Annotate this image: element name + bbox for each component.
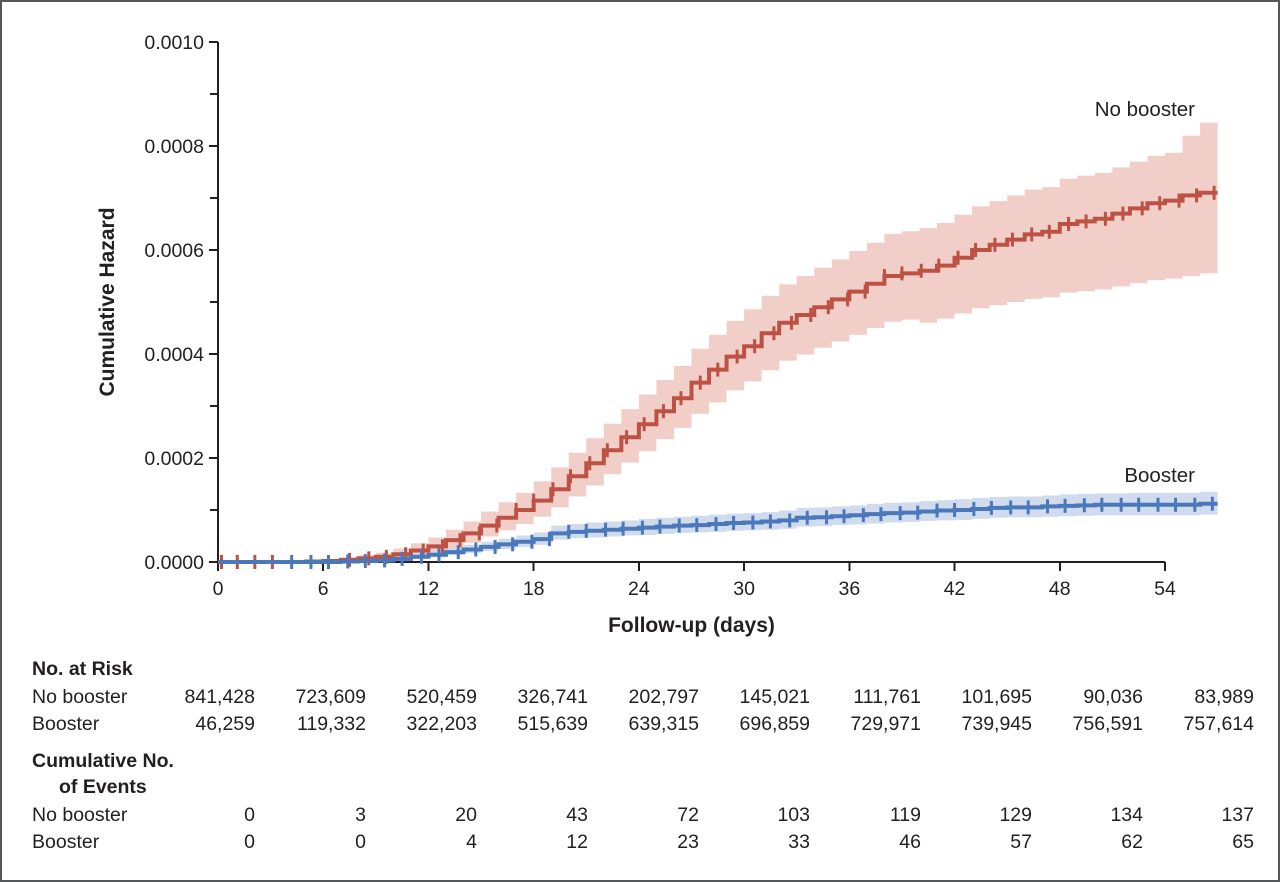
at-risk-value: 46,259 xyxy=(195,713,255,735)
events-value: 4 xyxy=(466,831,477,853)
svg-text:0: 0 xyxy=(213,578,224,600)
risk-table-header: No. at Risk xyxy=(32,658,133,680)
curve-no-booster xyxy=(218,190,1218,564)
svg-text:6: 6 xyxy=(318,578,329,600)
svg-text:0.0006: 0.0006 xyxy=(144,240,204,262)
x-axis-title: Follow-up (days) xyxy=(608,614,775,637)
at-risk-row-label: Booster xyxy=(32,713,100,735)
at-risk-value: 757,614 xyxy=(1183,713,1255,735)
events-value: 62 xyxy=(1121,831,1143,853)
events-value: 3 xyxy=(355,804,366,826)
events-value: 0 xyxy=(244,804,255,826)
censor-marks-booster xyxy=(290,496,1214,569)
svg-text:48: 48 xyxy=(1049,578,1071,600)
at-risk-value: 723,609 xyxy=(295,686,367,708)
events-value: 46 xyxy=(899,831,921,853)
events-row-label: No booster xyxy=(32,804,128,826)
events-value: 129 xyxy=(999,804,1032,826)
events-value: 0 xyxy=(244,831,255,853)
at-risk-value: 756,591 xyxy=(1072,713,1144,735)
svg-text:12: 12 xyxy=(418,578,440,600)
at-risk-value: 729,971 xyxy=(850,713,922,735)
at-risk-value: 326,741 xyxy=(517,686,589,708)
censor-marks-no-booster xyxy=(220,185,1216,569)
events-value: 23 xyxy=(677,831,699,853)
at-risk-value: 322,203 xyxy=(406,713,478,735)
at-risk-value: 90,036 xyxy=(1083,686,1143,708)
at-risk-value: 696,859 xyxy=(739,713,811,735)
at-risk-value: 119,332 xyxy=(296,713,366,735)
series-label-booster: Booster xyxy=(1124,464,1195,487)
at-risk-value: 515,639 xyxy=(517,713,589,735)
svg-text:0.0008: 0.0008 xyxy=(144,136,204,158)
at-risk-value: 639,315 xyxy=(628,713,700,735)
at-risk-row-label: No booster xyxy=(32,686,128,708)
svg-text:0.0002: 0.0002 xyxy=(144,448,204,470)
events-row-label: Booster xyxy=(32,831,100,853)
events-value: 43 xyxy=(566,804,588,826)
svg-text:18: 18 xyxy=(523,578,545,600)
events-value: 12 xyxy=(566,831,588,853)
series-label-no-booster: No booster xyxy=(1095,98,1195,121)
events-value: 137 xyxy=(1221,804,1254,826)
events-value: 20 xyxy=(455,804,477,826)
at-risk-value: 841,428 xyxy=(184,686,256,708)
events-value: 103 xyxy=(777,804,810,826)
at-risk-value: 111,761 xyxy=(853,686,921,708)
events-value: 0 xyxy=(355,831,366,853)
svg-text:42: 42 xyxy=(944,578,966,600)
events-value: 72 xyxy=(677,804,699,826)
tick-labels: 0.0000 0.0002 0.0004 0.0006 0.0008 0.0010 0 6 12… xyxy=(144,32,1176,600)
events-header-line2: of Events xyxy=(59,776,147,798)
events-value: 65 xyxy=(1232,831,1254,853)
band-no-booster xyxy=(218,122,1218,562)
svg-text:0.0010: 0.0010 xyxy=(144,32,204,54)
at-risk-value: 101,695 xyxy=(961,686,1033,708)
svg-text:0.0000: 0.0000 xyxy=(144,552,204,574)
at-risk-value: 145,021 xyxy=(739,686,811,708)
events-value: 134 xyxy=(1110,804,1143,826)
svg-text:36: 36 xyxy=(838,578,860,600)
events-value: 57 xyxy=(1010,831,1032,853)
svg-text:54: 54 xyxy=(1154,578,1176,600)
events-header-line1: Cumulative No. xyxy=(32,750,174,772)
svg-text:24: 24 xyxy=(628,578,650,600)
events-value: 33 xyxy=(788,831,810,853)
y-axis-title: Cumulative Hazard xyxy=(96,207,119,396)
at-risk-value: 202,797 xyxy=(628,686,700,708)
at-risk-value: 520,459 xyxy=(406,686,478,708)
at-risk-value: 83,989 xyxy=(1194,686,1254,708)
svg-text:30: 30 xyxy=(733,578,755,600)
svg-text:0.0004: 0.0004 xyxy=(144,344,204,366)
events-value: 119 xyxy=(889,804,921,826)
at-risk-value: 739,945 xyxy=(961,713,1033,735)
cumulative-hazard-chart: 0.0000 0.0002 0.0004 0.0006 0.0008 0.0010 0 6 12… xyxy=(96,32,1218,637)
